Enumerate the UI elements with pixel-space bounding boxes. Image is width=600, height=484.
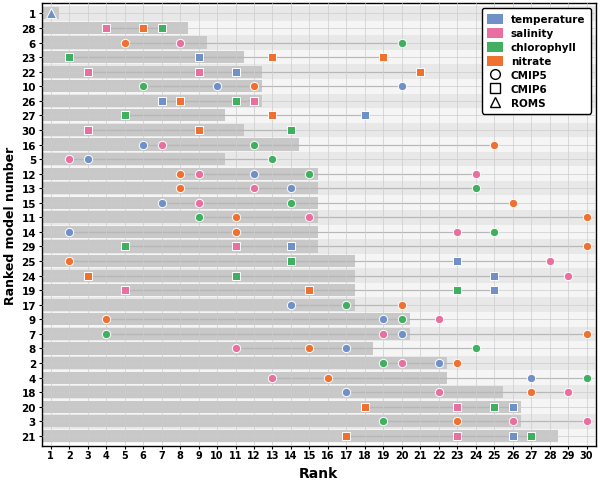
Bar: [43, 241, 318, 253]
Bar: [43, 168, 318, 181]
Bar: [43, 343, 373, 355]
Bar: [43, 81, 262, 93]
Bar: [41, 371, 596, 385]
Bar: [41, 240, 596, 254]
Bar: [41, 225, 596, 240]
Bar: [41, 269, 596, 283]
Bar: [43, 299, 355, 311]
Bar: [41, 298, 596, 312]
Bar: [43, 415, 521, 427]
Bar: [43, 66, 262, 78]
Bar: [43, 37, 207, 49]
Bar: [41, 400, 596, 414]
Bar: [41, 254, 596, 269]
Bar: [41, 80, 596, 94]
Bar: [43, 256, 355, 268]
Bar: [41, 414, 596, 429]
Bar: [41, 51, 596, 65]
Bar: [41, 167, 596, 182]
Bar: [43, 314, 410, 326]
Bar: [41, 36, 596, 51]
Bar: [43, 124, 244, 137]
Bar: [43, 401, 521, 413]
Bar: [41, 65, 596, 80]
Bar: [41, 342, 596, 356]
Bar: [43, 139, 299, 151]
Bar: [43, 183, 318, 195]
Bar: [43, 372, 447, 384]
Bar: [41, 138, 596, 152]
Bar: [41, 356, 596, 371]
Bar: [43, 386, 503, 398]
Bar: [41, 283, 596, 298]
Bar: [43, 212, 318, 224]
Bar: [41, 7, 596, 22]
Legend: temperature, salinity, chlorophyll, nitrate, CMIP5, CMIP6, ROMS: temperature, salinity, chlorophyll, nitr…: [482, 9, 590, 114]
Bar: [41, 123, 596, 138]
Bar: [43, 430, 558, 442]
Bar: [41, 429, 596, 443]
Bar: [41, 22, 596, 36]
Bar: [43, 95, 262, 107]
Bar: [41, 182, 596, 196]
Bar: [43, 227, 318, 239]
Bar: [43, 285, 355, 297]
Bar: [41, 94, 596, 109]
Bar: [43, 328, 410, 340]
Bar: [41, 211, 596, 225]
Bar: [41, 196, 596, 211]
Bar: [43, 357, 447, 369]
Bar: [41, 109, 596, 123]
Bar: [43, 153, 226, 166]
X-axis label: Rank: Rank: [299, 466, 338, 480]
Bar: [43, 23, 188, 35]
Bar: [43, 52, 244, 64]
Bar: [41, 152, 596, 167]
Bar: [43, 270, 355, 282]
Bar: [41, 327, 596, 342]
Y-axis label: Ranked model number: Ranked model number: [4, 146, 17, 304]
Bar: [43, 197, 318, 210]
Bar: [41, 385, 596, 400]
Bar: [43, 110, 226, 122]
Bar: [41, 312, 596, 327]
Bar: [43, 8, 59, 20]
